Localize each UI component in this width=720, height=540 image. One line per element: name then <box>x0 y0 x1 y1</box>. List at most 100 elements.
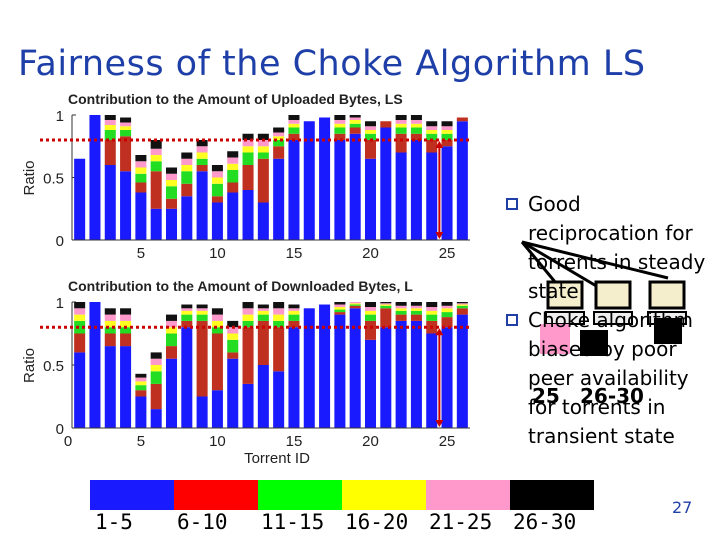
bar-segment <box>364 307 377 311</box>
bar-segment <box>181 165 193 172</box>
bullet-item: Choke algorithm biased by poor peer avai… <box>506 306 716 451</box>
bar-segment <box>319 304 331 428</box>
bar-segment <box>227 182 239 193</box>
bar-segment <box>410 308 422 311</box>
bar-segment <box>242 327 254 384</box>
bar-segment <box>211 327 223 334</box>
bar-segment <box>150 409 162 428</box>
bar-segment <box>165 180 178 187</box>
bar-segment <box>410 133 422 140</box>
bar-segment <box>227 151 239 158</box>
bar-segment <box>273 302 285 309</box>
bar-segment <box>196 304 208 309</box>
bar-segment <box>211 333 223 391</box>
bar-segment <box>410 302 422 306</box>
bar-segment <box>120 327 132 334</box>
bar-segment <box>211 308 223 315</box>
bar-segment <box>211 196 223 203</box>
bar-segment <box>334 307 346 310</box>
bar-segment <box>273 327 285 372</box>
bar-segment <box>165 320 178 328</box>
bar-segment <box>334 133 346 140</box>
download-chart: Contribution to the Amount of Downloaded… <box>21 278 472 467</box>
bar-segment <box>181 310 193 315</box>
bar-segment <box>395 120 407 124</box>
bar-segment <box>456 314 468 428</box>
bar-segment <box>150 365 162 372</box>
overlay-label-26-30: 26-30 <box>580 384 644 408</box>
bullet-text: Good reciprocation for torrents in stead… <box>528 192 706 303</box>
bar-segment <box>150 171 162 209</box>
bar-segment <box>364 158 377 240</box>
bar-segment <box>441 126 453 130</box>
x-tick-label: 25 <box>439 433 456 450</box>
bar-segment <box>334 115 346 120</box>
bar-segment <box>211 183 223 197</box>
bar-segment <box>303 308 315 428</box>
bar-segment <box>273 158 285 240</box>
computer-icon <box>546 280 584 310</box>
bar-segment <box>211 320 223 328</box>
bar-segment <box>150 371 162 384</box>
bar-segment <box>395 127 407 134</box>
bar-segment <box>441 133 453 140</box>
bar-segment <box>165 198 178 209</box>
bar-segment <box>349 117 361 120</box>
bar-segment <box>74 308 86 315</box>
bar-segment <box>441 121 453 127</box>
bullet-list: Good reciprocation for torrents in stead… <box>506 190 716 451</box>
bar-segment <box>120 136 132 172</box>
bar-segment <box>395 314 407 321</box>
bar-segment <box>288 123 300 128</box>
bar-segment <box>456 117 468 122</box>
bar-segment <box>257 308 269 311</box>
bar-segment <box>273 136 285 140</box>
bar-segment <box>349 302 361 304</box>
checkbox-bullet-icon <box>506 314 518 326</box>
bar-segment <box>74 158 86 240</box>
bar-segment <box>456 303 468 305</box>
bar-segment <box>257 133 269 140</box>
bar-segment <box>441 140 453 147</box>
bar-segment <box>257 365 269 428</box>
bar-segment <box>364 126 377 130</box>
bar-segment <box>120 130 132 137</box>
bar-segment <box>257 158 269 203</box>
bar-segment <box>334 312 346 315</box>
bar-segment <box>410 310 422 315</box>
bar-segment <box>380 303 392 305</box>
bar-segment <box>120 126 132 130</box>
x-tick-label: 20 <box>362 433 379 450</box>
bar-segment <box>288 127 300 134</box>
bar-segment <box>288 140 300 240</box>
bar-segment <box>303 121 315 240</box>
bar-segment <box>410 320 422 428</box>
legend-label: 26-30 <box>513 510 577 534</box>
bar-segment <box>181 171 193 184</box>
bar-segment <box>196 165 208 172</box>
bar-segment <box>426 302 438 308</box>
color-legend <box>90 480 594 510</box>
bar-segment <box>426 130 438 134</box>
bar-segment <box>135 182 147 193</box>
bar-segment <box>120 171 132 240</box>
bar-segment <box>227 358 239 428</box>
arrow-head <box>435 328 444 336</box>
bar-segment <box>165 333 178 347</box>
bar-segment <box>319 117 331 240</box>
bar-segment <box>104 120 116 125</box>
bar-segment <box>456 302 468 304</box>
bar-segment <box>364 339 377 428</box>
bar-segment <box>242 302 254 309</box>
bar-segment <box>426 133 438 140</box>
bar-segment <box>395 133 407 153</box>
bar-segment <box>364 121 377 127</box>
bar-segment <box>211 177 223 184</box>
bar-segment <box>196 146 208 153</box>
bar-segment <box>242 146 254 153</box>
peer-block-black <box>580 330 608 356</box>
bar-segment <box>227 163 239 170</box>
bar-segment <box>150 358 162 365</box>
bar-segment <box>165 186 178 199</box>
